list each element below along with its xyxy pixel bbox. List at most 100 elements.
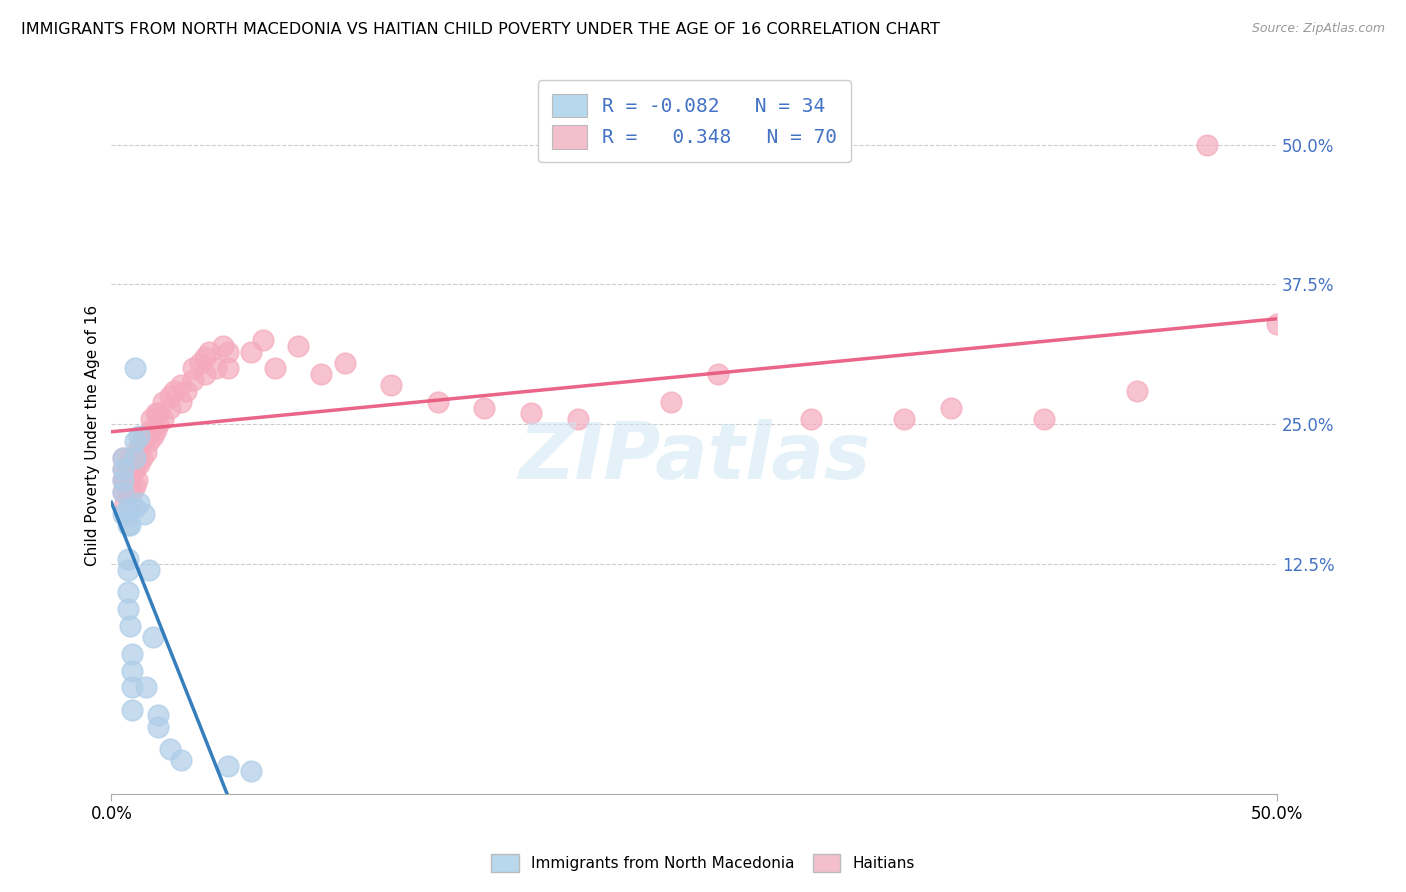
Point	[117, 484, 139, 499]
Point	[121, 703, 143, 717]
Point	[1197, 137, 1219, 152]
Point	[181, 361, 204, 376]
Point	[145, 423, 167, 437]
Point	[125, 450, 148, 465]
Point	[205, 361, 228, 376]
Point	[124, 361, 146, 376]
Point	[240, 344, 263, 359]
Point	[128, 496, 150, 510]
Point	[146, 406, 169, 420]
Point	[142, 428, 165, 442]
Y-axis label: Child Poverty Under the Age of 16: Child Poverty Under the Age of 16	[86, 305, 100, 566]
Point	[135, 681, 157, 695]
Point	[152, 395, 174, 409]
Point	[159, 742, 181, 756]
Point	[217, 361, 239, 376]
Point	[217, 344, 239, 359]
Point	[114, 496, 136, 510]
Point	[117, 507, 139, 521]
Point	[170, 378, 193, 392]
Text: ZIPatlas: ZIPatlas	[519, 419, 870, 495]
Point	[1033, 411, 1056, 425]
Point	[240, 764, 263, 779]
Point	[309, 367, 332, 381]
Point	[1265, 317, 1288, 331]
Point	[138, 434, 160, 449]
Point	[135, 428, 157, 442]
Point	[112, 450, 135, 465]
Point	[212, 339, 235, 353]
Point	[121, 647, 143, 661]
Point	[333, 356, 356, 370]
Point	[112, 507, 135, 521]
Point	[174, 384, 197, 398]
Point	[139, 423, 162, 437]
Point	[124, 479, 146, 493]
Point	[159, 389, 181, 403]
Point	[131, 434, 153, 449]
Point	[659, 395, 682, 409]
Point	[146, 719, 169, 733]
Point	[800, 411, 823, 425]
Point	[128, 457, 150, 471]
Point	[112, 484, 135, 499]
Point	[117, 602, 139, 616]
Point	[139, 411, 162, 425]
Point	[120, 450, 142, 465]
Point	[117, 518, 139, 533]
Point	[426, 395, 449, 409]
Point	[163, 384, 186, 398]
Legend: Immigrants from North Macedonia, Haitians: Immigrants from North Macedonia, Haitian…	[484, 846, 922, 880]
Point	[263, 361, 285, 376]
Point	[112, 462, 135, 476]
Point	[124, 450, 146, 465]
Point	[124, 434, 146, 449]
Point	[138, 563, 160, 577]
Point	[567, 411, 589, 425]
Point	[152, 411, 174, 425]
Point	[121, 664, 143, 678]
Text: IMMIGRANTS FROM NORTH MACEDONIA VS HAITIAN CHILD POVERTY UNDER THE AGE OF 16 COR: IMMIGRANTS FROM NORTH MACEDONIA VS HAITI…	[21, 22, 941, 37]
Point	[198, 344, 221, 359]
Point	[194, 350, 217, 364]
Point	[132, 507, 155, 521]
Text: Source: ZipAtlas.com: Source: ZipAtlas.com	[1251, 22, 1385, 36]
Point	[194, 367, 217, 381]
Point	[380, 378, 402, 392]
Point	[146, 708, 169, 723]
Point	[132, 428, 155, 442]
Point	[117, 501, 139, 516]
Point	[520, 406, 543, 420]
Point	[121, 457, 143, 471]
Point	[181, 373, 204, 387]
Point	[124, 462, 146, 476]
Point	[117, 551, 139, 566]
Point	[112, 450, 135, 465]
Point	[120, 496, 142, 510]
Point	[112, 473, 135, 487]
Point	[117, 563, 139, 577]
Point	[142, 630, 165, 644]
Point	[188, 356, 211, 370]
Point	[170, 753, 193, 767]
Point	[135, 445, 157, 459]
Point	[706, 367, 728, 381]
Point	[112, 462, 135, 476]
Point	[146, 417, 169, 432]
Point	[170, 395, 193, 409]
Point	[217, 758, 239, 772]
Point	[120, 619, 142, 633]
Point	[124, 501, 146, 516]
Point	[120, 473, 142, 487]
Point	[121, 484, 143, 499]
Point	[1126, 384, 1149, 398]
Point	[117, 585, 139, 599]
Point	[121, 681, 143, 695]
Point	[159, 401, 181, 415]
Point	[117, 462, 139, 476]
Point	[114, 473, 136, 487]
Point	[128, 440, 150, 454]
Point	[128, 428, 150, 442]
Point	[125, 473, 148, 487]
Legend: R = -0.082   N = 34, R =   0.348   N = 70: R = -0.082 N = 34, R = 0.348 N = 70	[538, 80, 851, 162]
